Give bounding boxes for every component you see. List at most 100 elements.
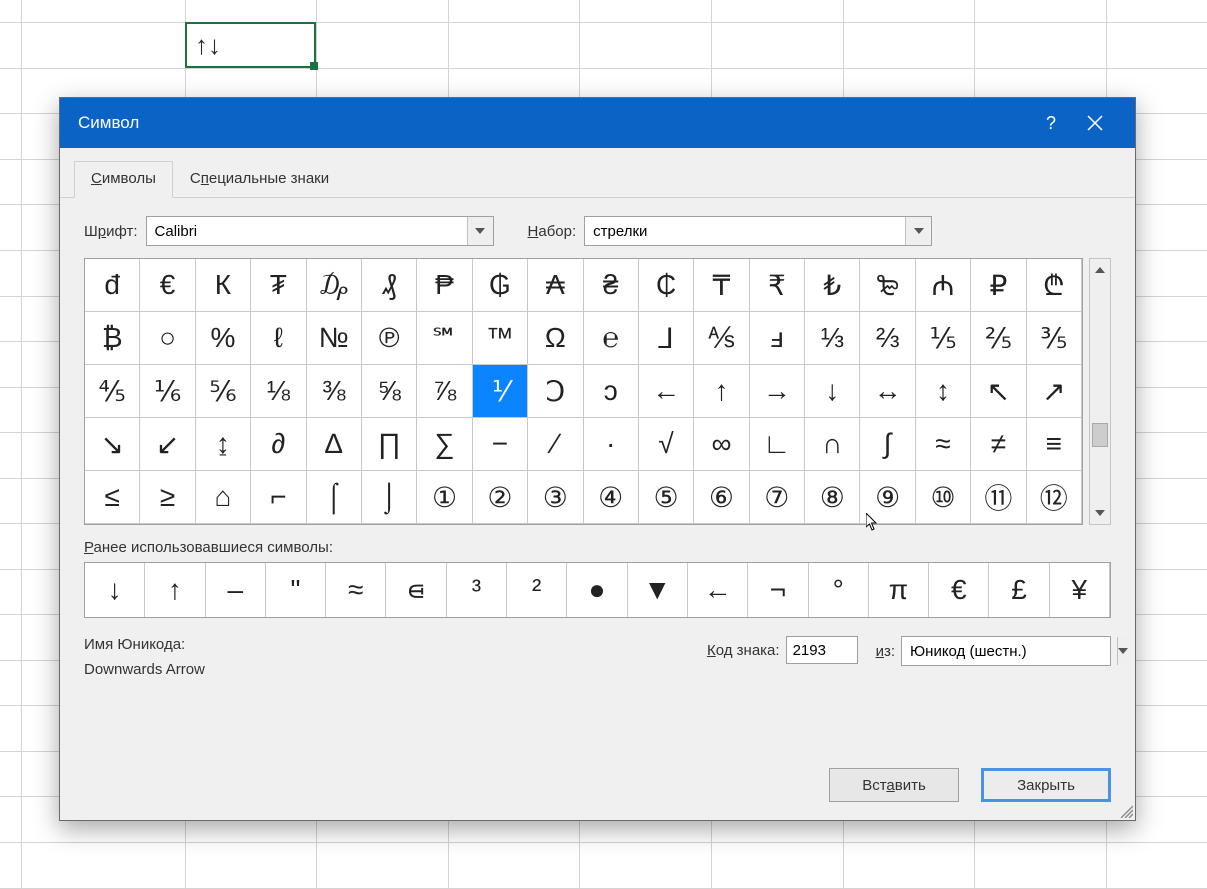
symbol-cell[interactable]: ↑ — [694, 365, 749, 418]
symbol-cell[interactable]: ⅎ — [750, 312, 805, 365]
font-dropdown[interactable] — [146, 216, 494, 246]
symbol-cell[interactable]: ₳ — [528, 259, 583, 312]
symbol-cell[interactable]: ⅔ — [860, 312, 915, 365]
symbol-cell[interactable]: ⅞ — [417, 365, 472, 418]
symbol-cell[interactable]: ₿ — [85, 312, 140, 365]
symbol-cell[interactable]: ₵ — [639, 259, 694, 312]
symbol-cell[interactable]: ℠ — [417, 312, 472, 365]
symbol-cell[interactable]: ₹ — [750, 259, 805, 312]
symbol-cell[interactable]: ≤ — [85, 471, 140, 524]
close-x-button[interactable] — [1073, 98, 1117, 148]
symbol-cell[interactable]: ⑨ — [860, 471, 915, 524]
symbol-cell[interactable]: ⌂ — [196, 471, 251, 524]
symbol-cell[interactable]: ⅘ — [85, 365, 140, 418]
symbol-cell[interactable]: ∆ — [307, 418, 362, 471]
symbol-cell[interactable]: ⅝ — [362, 365, 417, 418]
symbol-cell[interactable]: ↖ — [971, 365, 1026, 418]
symbol-cell[interactable]: % — [196, 312, 251, 365]
symbol-cell[interactable]: ≡ — [1027, 418, 1082, 471]
tab-symbols[interactable]: Символы — [74, 161, 173, 198]
symbol-cell[interactable]: ↄ — [584, 365, 639, 418]
recent-symbol-cell[interactable]: ← — [688, 563, 748, 617]
symbol-cell[interactable]: ○ — [140, 312, 195, 365]
symbol-cell[interactable]: ₯ — [307, 259, 362, 312]
char-code-input[interactable] — [786, 636, 858, 664]
recent-symbol-cell[interactable]: ¥ — [1050, 563, 1110, 617]
encoding-dropdown[interactable] — [901, 636, 1111, 666]
recent-symbol-cell[interactable]: ● — [567, 563, 627, 617]
symbol-cell[interactable]: ∟ — [750, 418, 805, 471]
symbol-cell[interactable]: ⅚ — [196, 365, 251, 418]
symbol-cell[interactable]: ↘ — [85, 418, 140, 471]
scroll-down-button[interactable] — [1090, 502, 1110, 524]
symbol-cell[interactable]: ₲ — [473, 259, 528, 312]
symbol-cell[interactable]: ₺ — [805, 259, 860, 312]
dialog-titlebar[interactable]: Символ ? — [60, 98, 1135, 148]
recent-symbol-cell[interactable]: ≈ — [326, 563, 386, 617]
symbol-cell[interactable]: ₱ — [417, 259, 472, 312]
symbol-cell[interactable]: ℓ — [251, 312, 306, 365]
symbol-cell[interactable]: ℗ — [362, 312, 417, 365]
symbol-cell[interactable]: ₽ — [971, 259, 1026, 312]
symbol-cell[interactable]: ≈ — [916, 418, 971, 471]
help-button[interactable]: ? — [1029, 98, 1073, 148]
symbol-cell[interactable]: ↕ — [916, 365, 971, 418]
insert-button[interactable]: Вставить — [829, 768, 959, 802]
symbol-cell[interactable]: ③ — [528, 471, 583, 524]
symbol-cell[interactable]: ⅃ — [639, 312, 694, 365]
recent-symbol-cell[interactable]: € — [929, 563, 989, 617]
symbol-cell[interactable]: ≥ — [140, 471, 195, 524]
encoding-dropdown-button[interactable] — [1117, 637, 1128, 665]
symbol-cell[interactable]: ⑪ — [971, 471, 1026, 524]
symbol-cell[interactable]: ↔ — [860, 365, 915, 418]
scroll-thumb[interactable] — [1092, 423, 1108, 447]
symbol-cell[interactable]: ₸ — [694, 259, 749, 312]
symbol-cell[interactable]: ₰ — [362, 259, 417, 312]
symbol-cell[interactable]: ™ — [473, 312, 528, 365]
symbol-cell[interactable]: ④ — [584, 471, 639, 524]
symbol-cell[interactable]: ← — [639, 365, 694, 418]
symbol-cell[interactable]: ↙ — [140, 418, 195, 471]
close-button[interactable]: Закрыть — [981, 768, 1111, 802]
symbol-cell[interactable]: ⅗ — [1027, 312, 1082, 365]
symbol-cell[interactable]: ⌠ — [307, 471, 362, 524]
recent-symbol-cell[interactable]: π — [869, 563, 929, 617]
symbol-cell[interactable]: ₾ — [1027, 259, 1082, 312]
symbol-cell[interactable]: ⑤ — [639, 471, 694, 524]
symbol-cell[interactable]: Ↄ — [528, 365, 583, 418]
encoding-input[interactable] — [902, 637, 1117, 665]
symbol-cell[interactable]: ⑦ — [750, 471, 805, 524]
symbol-cell[interactable]: ⑩ — [916, 471, 971, 524]
recent-symbol-cell[interactable]: ³ — [447, 563, 507, 617]
symbol-cell[interactable]: đ — [85, 259, 140, 312]
tab-special-chars[interactable]: Специальные знаки — [173, 161, 346, 198]
recent-symbol-cell[interactable]: " — [266, 563, 326, 617]
symbol-cell[interactable]: ∫ — [860, 418, 915, 471]
symbol-cell[interactable]: ⅜ — [307, 365, 362, 418]
recent-symbol-cell[interactable]: – — [206, 563, 266, 617]
symbol-cell[interactable]: ≠ — [971, 418, 1026, 471]
recent-symbol-cell[interactable]: ▼ — [628, 563, 688, 617]
symbol-cell[interactable]: ⅙ — [140, 365, 195, 418]
symbol-cell[interactable]: ① — [417, 471, 472, 524]
symbol-cell[interactable]: К — [196, 259, 251, 312]
symbol-cell[interactable]: ₴ — [584, 259, 639, 312]
symbol-cell[interactable]: ⌡ — [362, 471, 417, 524]
symbol-cell[interactable]: ⅕ — [916, 312, 971, 365]
symbol-cell[interactable]: ∙ — [584, 418, 639, 471]
selected-cell[interactable]: ↑↓ — [185, 22, 316, 68]
symbol-cell[interactable]: ⅛ — [251, 365, 306, 418]
resize-grip[interactable] — [1117, 802, 1133, 818]
symbol-cell[interactable]: ₻ — [860, 259, 915, 312]
symbol-cell[interactable]: ⑧ — [805, 471, 860, 524]
symbol-cell[interactable]: ⅓ — [805, 312, 860, 365]
symbol-cell[interactable]: ↨ — [196, 418, 251, 471]
symbol-cell[interactable]: ∩ — [805, 418, 860, 471]
recent-symbol-cell[interactable]: £ — [989, 563, 1049, 617]
symbol-cell[interactable]: ⅍ — [694, 312, 749, 365]
symbol-cell[interactable]: € — [140, 259, 195, 312]
symbol-cell[interactable]: ∑ — [417, 418, 472, 471]
symbol-cell[interactable]: ⑥ — [694, 471, 749, 524]
symbol-cell[interactable]: ℮ — [584, 312, 639, 365]
symbol-cell[interactable]: Ω — [528, 312, 583, 365]
